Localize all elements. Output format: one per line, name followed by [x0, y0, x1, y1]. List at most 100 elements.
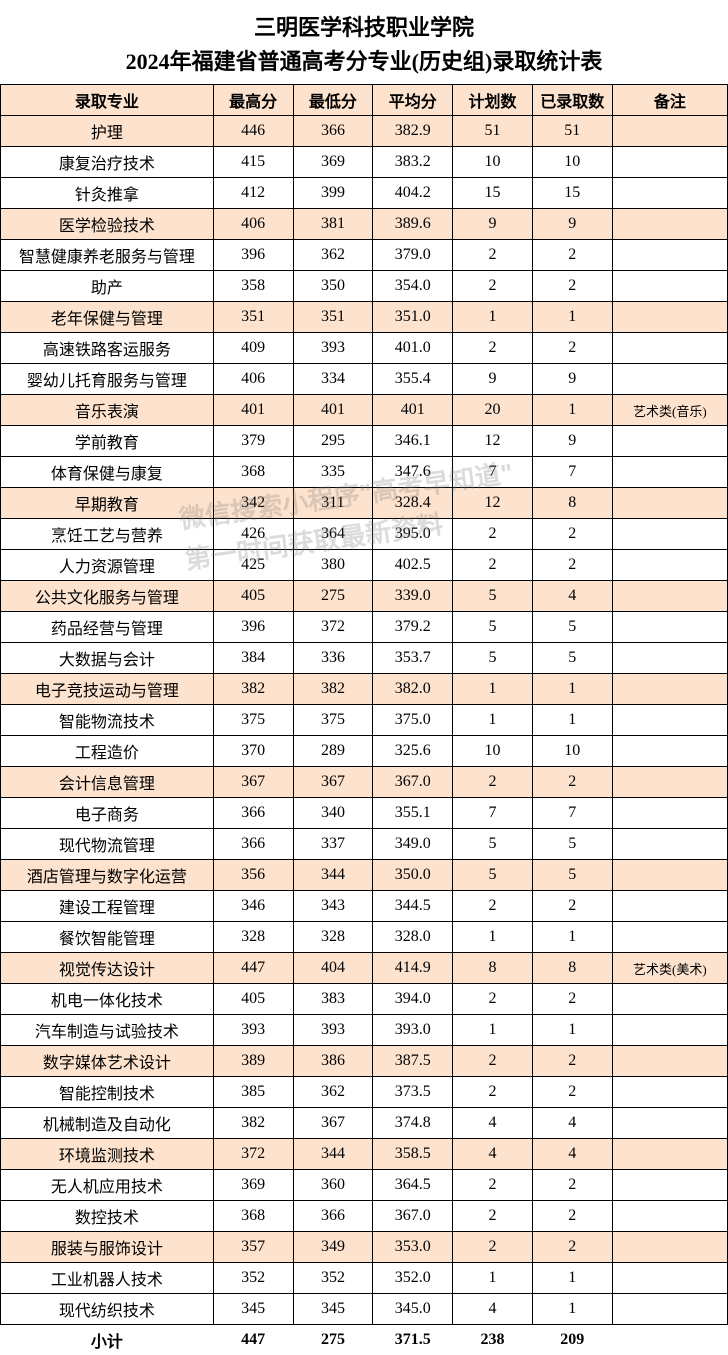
cell-enrolled: 2 [532, 1046, 612, 1077]
table-row: 大数据与会计384336353.755 [1, 643, 728, 674]
cell-major: 工程造价 [1, 736, 214, 767]
table-row: 机电一体化技术405383394.022 [1, 984, 728, 1015]
cell-min: 311 [293, 488, 373, 519]
cell-min: 352 [293, 1263, 373, 1294]
cell-min: 351 [293, 302, 373, 333]
cell-enrolled: 4 [532, 581, 612, 612]
cell-max: 385 [213, 1077, 293, 1108]
cell-major: 体育保健与康复 [1, 457, 214, 488]
cell-major: 智慧健康养老服务与管理 [1, 240, 214, 271]
table-row: 药品经营与管理396372379.255 [1, 612, 728, 643]
cell-min: 328 [293, 922, 373, 953]
cell-note [612, 1139, 727, 1170]
cell-note [612, 333, 727, 364]
cell-enrolled: 5 [532, 612, 612, 643]
cell-max: 406 [213, 209, 293, 240]
cell-major: 音乐表演 [1, 395, 214, 426]
cell-max: 328 [213, 922, 293, 953]
cell-note [612, 426, 727, 457]
cell-major: 酒店管理与数字化运营 [1, 860, 214, 891]
cell-max: 357 [213, 1232, 293, 1263]
cell-plan: 12 [453, 488, 533, 519]
cell-plan: 9 [453, 364, 533, 395]
cell-max: 358 [213, 271, 293, 302]
table-row: 现代纺织技术345345345.041 [1, 1294, 728, 1325]
cell-max: 368 [213, 457, 293, 488]
cell-avg: 328.0 [373, 922, 453, 953]
cell-plan: 1 [453, 922, 533, 953]
cell-major: 人力资源管理 [1, 550, 214, 581]
cell-plan: 4 [453, 1139, 533, 1170]
table-row: 婴幼儿托育服务与管理406334355.499 [1, 364, 728, 395]
cell-enrolled: 10 [532, 147, 612, 178]
cell-note [612, 612, 727, 643]
table-row: 智慧健康养老服务与管理396362379.022 [1, 240, 728, 271]
cell-max: 370 [213, 736, 293, 767]
col-major: 录取专业 [1, 85, 214, 116]
cell-max: 382 [213, 1108, 293, 1139]
cell-major: 餐饮智能管理 [1, 922, 214, 953]
cell-enrolled: 2 [532, 240, 612, 271]
cell-min: 350 [293, 271, 373, 302]
cell-min: 369 [293, 147, 373, 178]
cell-min: 344 [293, 860, 373, 891]
cell-avg: 353.7 [373, 643, 453, 674]
cell-plan: 12 [453, 426, 533, 457]
cell-min: 393 [293, 333, 373, 364]
cell-min: 275 [293, 581, 373, 612]
cell-avg: 351.0 [373, 302, 453, 333]
table-row: 餐饮智能管理328328328.011 [1, 922, 728, 953]
total-note [612, 1325, 727, 1355]
cell-min: 367 [293, 767, 373, 798]
cell-min: 383 [293, 984, 373, 1015]
cell-note [612, 922, 727, 953]
cell-min: 366 [293, 1201, 373, 1232]
table-row: 医学检验技术406381389.699 [1, 209, 728, 240]
cell-major: 婴幼儿托育服务与管理 [1, 364, 214, 395]
table-row: 体育保健与康复368335347.677 [1, 457, 728, 488]
cell-plan: 1 [453, 302, 533, 333]
cell-major: 高速铁路客运服务 [1, 333, 214, 364]
cell-avg: 350.0 [373, 860, 453, 891]
total-avg: 371.5 [373, 1325, 453, 1355]
table-row: 音乐表演401401401201艺术类(音乐) [1, 395, 728, 426]
table-row: 早期教育342311328.4128 [1, 488, 728, 519]
cell-plan: 5 [453, 829, 533, 860]
cell-plan: 15 [453, 178, 533, 209]
cell-avg: 395.0 [373, 519, 453, 550]
cell-plan: 4 [453, 1294, 533, 1325]
cell-enrolled: 8 [532, 953, 612, 984]
table-row: 现代物流管理366337349.055 [1, 829, 728, 860]
table-row: 智能物流技术375375375.011 [1, 705, 728, 736]
col-max: 最高分 [213, 85, 293, 116]
cell-plan: 1 [453, 674, 533, 705]
cell-major: 医学检验技术 [1, 209, 214, 240]
cell-note [612, 1170, 727, 1201]
cell-plan: 7 [453, 798, 533, 829]
cell-plan: 2 [453, 240, 533, 271]
table-row: 会计信息管理367367367.022 [1, 767, 728, 798]
cell-note [612, 643, 727, 674]
col-enrolled: 已录取数 [532, 85, 612, 116]
cell-avg: 358.5 [373, 1139, 453, 1170]
cell-note [612, 1077, 727, 1108]
cell-min: 367 [293, 1108, 373, 1139]
cell-max: 393 [213, 1015, 293, 1046]
cell-major: 机械制造及自动化 [1, 1108, 214, 1139]
cell-max: 446 [213, 116, 293, 147]
table-row: 服装与服饰设计357349353.022 [1, 1232, 728, 1263]
cell-note [612, 705, 727, 736]
total-plan: 238 [453, 1325, 533, 1355]
cell-max: 447 [213, 953, 293, 984]
cell-major: 护理 [1, 116, 214, 147]
total-enrolled: 209 [532, 1325, 612, 1355]
table-row: 公共文化服务与管理405275339.054 [1, 581, 728, 612]
col-avg: 平均分 [373, 85, 453, 116]
cell-min: 289 [293, 736, 373, 767]
cell-note [612, 1201, 727, 1232]
cell-max: 375 [213, 705, 293, 736]
table-row: 视觉传达设计447404414.988艺术类(美术) [1, 953, 728, 984]
cell-note [612, 1108, 727, 1139]
cell-note: 艺术类(美术) [612, 953, 727, 984]
cell-plan: 4 [453, 1108, 533, 1139]
